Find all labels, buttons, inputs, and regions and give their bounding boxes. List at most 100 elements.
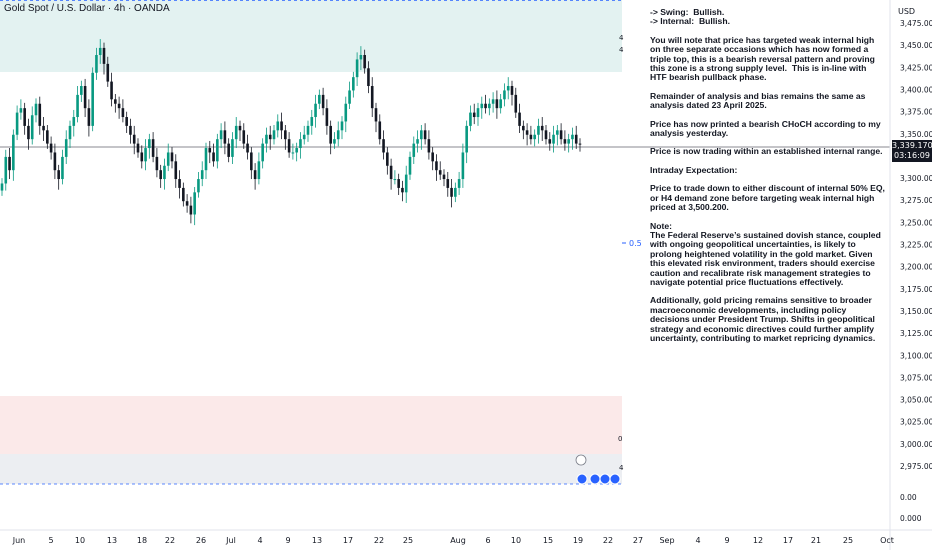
candle-body — [389, 165, 393, 180]
candle-body — [457, 179, 461, 188]
candle-body — [465, 125, 468, 153]
candle-body — [461, 152, 465, 180]
price-tick-label: 2,975.000 — [900, 462, 932, 471]
analysis-note[interactable]: -> Swing: Bullish. -> Internal: Bullish.… — [650, 7, 885, 352]
candle-body — [15, 112, 19, 135]
price-tick-label: 3,450.000 — [900, 41, 932, 50]
note-paragraph: -> Swing: Bullish. -> Internal: Bullish. — [650, 7, 730, 27]
candle-body — [552, 134, 555, 144]
news-icon-2[interactable] — [589, 473, 601, 485]
candle-body — [476, 108, 480, 118]
fib-level-label: 0.5 — [629, 239, 642, 248]
symbol-title[interactable]: Gold Spot / U.S. Dollar · 4h · OANDA — [4, 3, 170, 14]
price-axis[interactable]: 3,475.000 3,450.000 3,425.000 3,400.000 3,37… — [900, 19, 932, 523]
candle-body — [49, 143, 53, 153]
candle-body — [140, 152, 144, 162]
news-icon-1[interactable] — [576, 473, 588, 485]
price-tick-label: 3,175.000 — [900, 285, 932, 294]
candle-body — [302, 134, 306, 140]
candle-body — [378, 121, 382, 140]
time-tick-label: 10 — [75, 536, 85, 545]
candle-body — [151, 139, 155, 157]
time-tick-label: 17 — [783, 536, 793, 545]
price-tick-label: 3,200.000 — [900, 263, 932, 272]
indicator-tick-label: 0.000 — [900, 514, 922, 523]
bottom-icons[interactable] — [575, 454, 621, 485]
time-tick-label: 22 — [374, 536, 384, 545]
time-tick-label: 4 — [257, 536, 262, 545]
candle-body — [250, 152, 253, 171]
candle-body — [129, 125, 132, 135]
candle-body — [57, 170, 60, 180]
candle-body — [506, 86, 510, 91]
time-tick-label: Oct — [880, 536, 894, 545]
candle-body — [276, 121, 280, 131]
candle-body — [537, 125, 540, 135]
time-tick-label: Jul — [225, 536, 236, 545]
candle-body — [53, 152, 57, 171]
candle-body — [117, 103, 121, 109]
current-price-value: 3,339.170 — [892, 141, 932, 150]
candle-body — [420, 130, 423, 140]
candle-body — [450, 187, 453, 197]
candle-body — [423, 130, 427, 140]
price-tick-label: 3,050.000 — [900, 396, 932, 405]
candle-body — [246, 143, 249, 153]
candle-body — [291, 152, 295, 154]
candle-body — [80, 86, 83, 95]
candle-body — [212, 152, 215, 162]
candle-body — [318, 94, 321, 104]
candle-body — [533, 134, 536, 140]
candle-body — [325, 108, 329, 126]
time-tick-label: 12 — [753, 536, 763, 545]
candle-body — [499, 99, 502, 109]
candle-body — [223, 130, 227, 144]
news-icon-4[interactable] — [609, 473, 621, 485]
time-tick-label: 6 — [485, 536, 490, 545]
price-tick-label: 3,275.000 — [900, 196, 932, 205]
candle-body — [355, 59, 359, 78]
candle-body — [336, 130, 340, 140]
bar-countdown: 03:16:09 — [894, 151, 930, 160]
time-tick-label: 13 — [312, 536, 322, 545]
price-tick-label: 3,125.000 — [900, 329, 932, 338]
time-axis[interactable]: Jun 5 10 13 18 22 26 Jul 4 9 13 17 22 25 Aug 6 10 15 19 22 2… — [12, 536, 894, 545]
candle-body — [102, 47, 106, 64]
candle-body — [159, 170, 162, 180]
candle-body — [42, 125, 45, 131]
time-tick-label: 9 — [285, 536, 290, 545]
time-tick-label: 5 — [48, 536, 53, 545]
time-tick-label: 13 — [107, 536, 117, 545]
candle-body — [397, 179, 400, 188]
candle-body — [61, 156, 64, 180]
candle-body — [529, 134, 533, 140]
candle-body — [253, 170, 257, 180]
candle-body — [8, 156, 11, 171]
candle-body — [480, 103, 484, 109]
candle-body — [321, 94, 325, 109]
price-tick-label: 3,100.000 — [900, 351, 932, 360]
candle-body — [91, 72, 94, 126]
price-tick-label: 3,300.000 — [900, 174, 932, 183]
time-tick-label: Jun — [12, 536, 26, 545]
candle-body — [522, 125, 525, 131]
time-tick-label: Sep — [659, 536, 674, 545]
candle-body — [295, 148, 298, 153]
lightning-icon[interactable] — [575, 454, 587, 466]
candle-body — [386, 152, 389, 166]
news-icon-3[interactable] — [599, 473, 611, 485]
note-paragraph: Note: The Federal Reserve’s sustained do… — [650, 220, 881, 287]
candle-body — [95, 55, 98, 73]
candle-body — [525, 130, 529, 135]
time-tick-label: 17 — [343, 536, 353, 545]
time-tick-label: 10 — [511, 536, 521, 545]
candle-body — [23, 108, 26, 126]
candle-body — [352, 77, 355, 91]
currency-label[interactable]: USD — [898, 7, 916, 16]
price-tick-label: 3,400.000 — [900, 85, 932, 94]
candle-body — [299, 139, 302, 149]
demand-zone — [0, 396, 622, 454]
candle-body — [571, 134, 574, 140]
candle-body — [231, 139, 234, 157]
